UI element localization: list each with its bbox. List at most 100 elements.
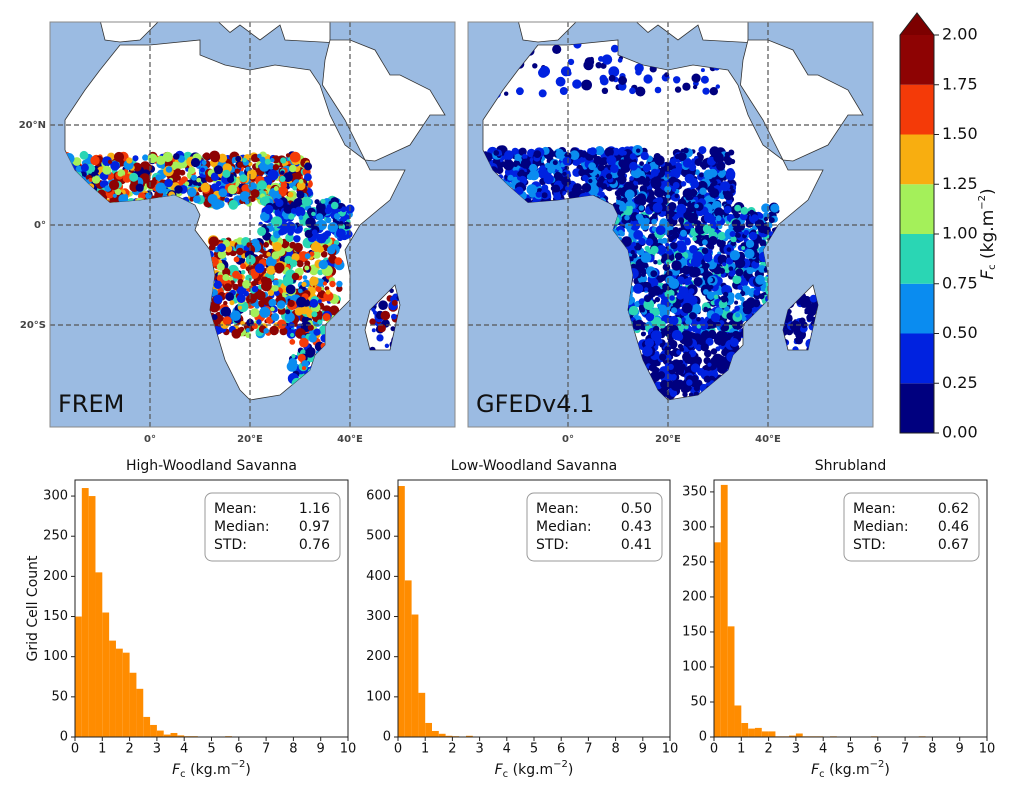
fire-patch [222,169,231,178]
x-tick-label: 10 [979,742,996,757]
fire-patch [671,260,682,271]
fire-patch [317,269,324,276]
fire-patch [216,262,225,271]
fire-patch [298,215,304,220]
bar [727,626,735,737]
fire-patch [671,307,678,314]
fire-patch [680,181,687,187]
fire-patch [676,242,687,253]
fire-patch [693,385,701,392]
bar [81,488,89,737]
fire-patch [617,187,624,194]
x-tick-label: 4 [180,742,188,757]
fire-patch [804,303,809,308]
fire-patch [669,295,675,301]
fire-patch [291,354,296,359]
label-part: ) [978,188,998,195]
fire-patch [703,375,711,383]
fire-patch [216,274,225,282]
fire-patch [806,314,814,322]
fire-patch [277,319,287,329]
fire-patch [211,198,223,210]
fire-patch [659,353,667,361]
fire-patch [703,289,709,295]
fire-patch [650,177,661,188]
fire-patch [755,274,765,285]
fire-patch [307,324,314,331]
fire-patch [315,221,321,227]
fire-patch [327,222,339,233]
fire-patch [688,392,694,397]
fire-patch [678,217,685,224]
fire-patch [296,190,305,199]
fire-patch [271,216,283,228]
fire-patch [237,161,244,168]
fire-patch [671,329,683,341]
y-tick-label: 200 [43,569,68,584]
fire-patch [340,206,347,213]
fire-patch [378,300,388,311]
fire-patch [588,162,596,171]
fire-patch [279,175,286,182]
fire-patch [734,204,742,212]
fire-patch [250,189,260,198]
fire-patch [713,334,725,346]
fire-patch [295,206,302,214]
fire-patch [287,299,295,308]
fire-patch [285,153,291,158]
x-tick-label: 2 [764,742,772,757]
fire-patch [758,213,764,219]
fire-patch [651,218,658,225]
fire-patch [274,262,285,273]
fire-patch [522,153,528,160]
fire-patch [657,288,664,295]
fire-patch [723,291,729,297]
fire-patch [616,195,622,201]
fire-patch [655,361,661,367]
fire-patch [734,292,742,300]
fire-patch [729,250,741,261]
fire-patch [325,289,331,295]
fire-patch [638,237,646,246]
x-tick-label: 6 [874,742,882,757]
x-tick-label: 1 [421,742,429,757]
colorbar-tick-label: 0.50 [942,323,978,342]
label-part: ) [245,762,250,778]
fire-patch [629,87,636,95]
fire-patch [267,169,279,181]
fire-patch [681,265,691,275]
fire-patch [390,326,396,332]
fire-patch [700,68,705,73]
label-part: c [987,264,998,270]
fire-patch [695,223,706,235]
fire-patch [245,328,251,333]
fire-patch [749,209,755,216]
fire-patch [507,174,514,181]
x-tick-label: 3 [792,742,800,757]
x-tick-label: 5 [846,742,854,757]
fire-patch [296,259,301,265]
x-tick-label: 2 [125,742,133,757]
fire-patch [269,158,275,163]
fire-patch [660,380,669,389]
fire-patch [242,157,247,163]
fire-patch [604,147,614,157]
lon-tick-label: 0° [562,434,574,445]
bar [109,640,116,737]
fire-patch [692,251,704,262]
fire-patch [707,277,713,283]
fire-patch [329,305,340,316]
fire-patch [188,166,196,175]
fire-patch [692,84,698,90]
map-label: GFEDv4.1 [476,390,594,418]
fire-patch [601,169,608,176]
fire-patch [789,320,801,332]
fire-patch [740,206,749,215]
fire-patch [633,180,639,186]
fire-patch [692,236,697,242]
fire-patch [109,179,120,191]
stat-value: 0.76 [299,537,330,553]
fire-patch [651,307,661,316]
fire-patch [683,147,689,154]
fire-patch [254,303,260,309]
